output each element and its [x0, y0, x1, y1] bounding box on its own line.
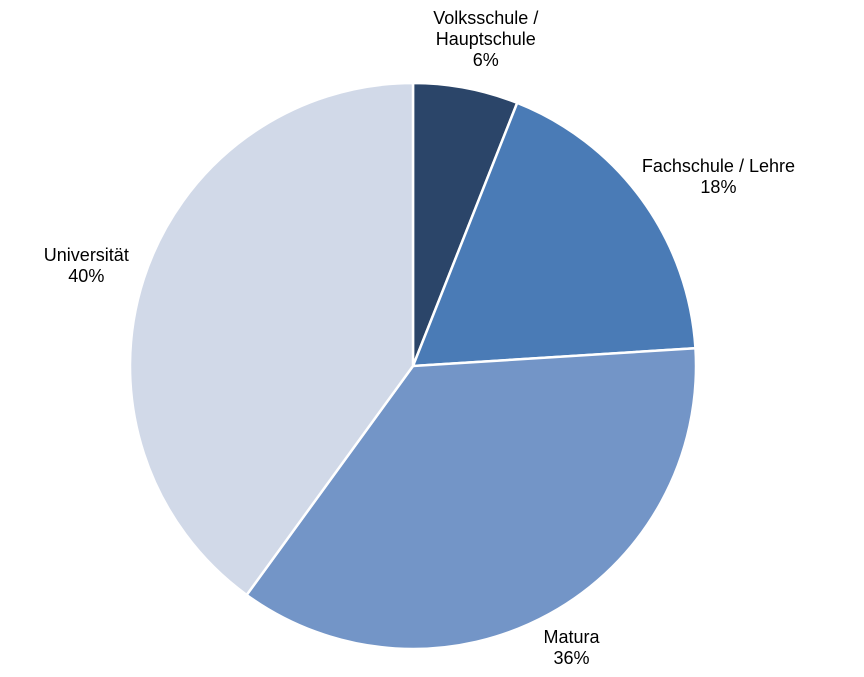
category-label: Fachschule / Lehre: [641, 155, 795, 176]
pie-slice: [411, 101, 697, 368]
category-label: Matura: [543, 627, 600, 648]
category-label: Volksschule / Hauptschule: [433, 7, 539, 49]
slice-label: Fachschule / Lehre 18%: [642, 156, 795, 198]
value-label: 18%: [700, 176, 737, 197]
slice-label: Universität 40%: [44, 245, 129, 287]
pie-slice: [128, 81, 415, 597]
category-label: Universität: [43, 245, 129, 266]
slice-label: Matura 36%: [543, 627, 599, 669]
pie-slice: [244, 346, 698, 651]
slice-label: Volksschule / Hauptschule 6%: [398, 8, 573, 71]
value-label: 36%: [553, 648, 590, 669]
value-label: 40%: [68, 266, 105, 287]
value-label: 6%: [472, 49, 499, 70]
